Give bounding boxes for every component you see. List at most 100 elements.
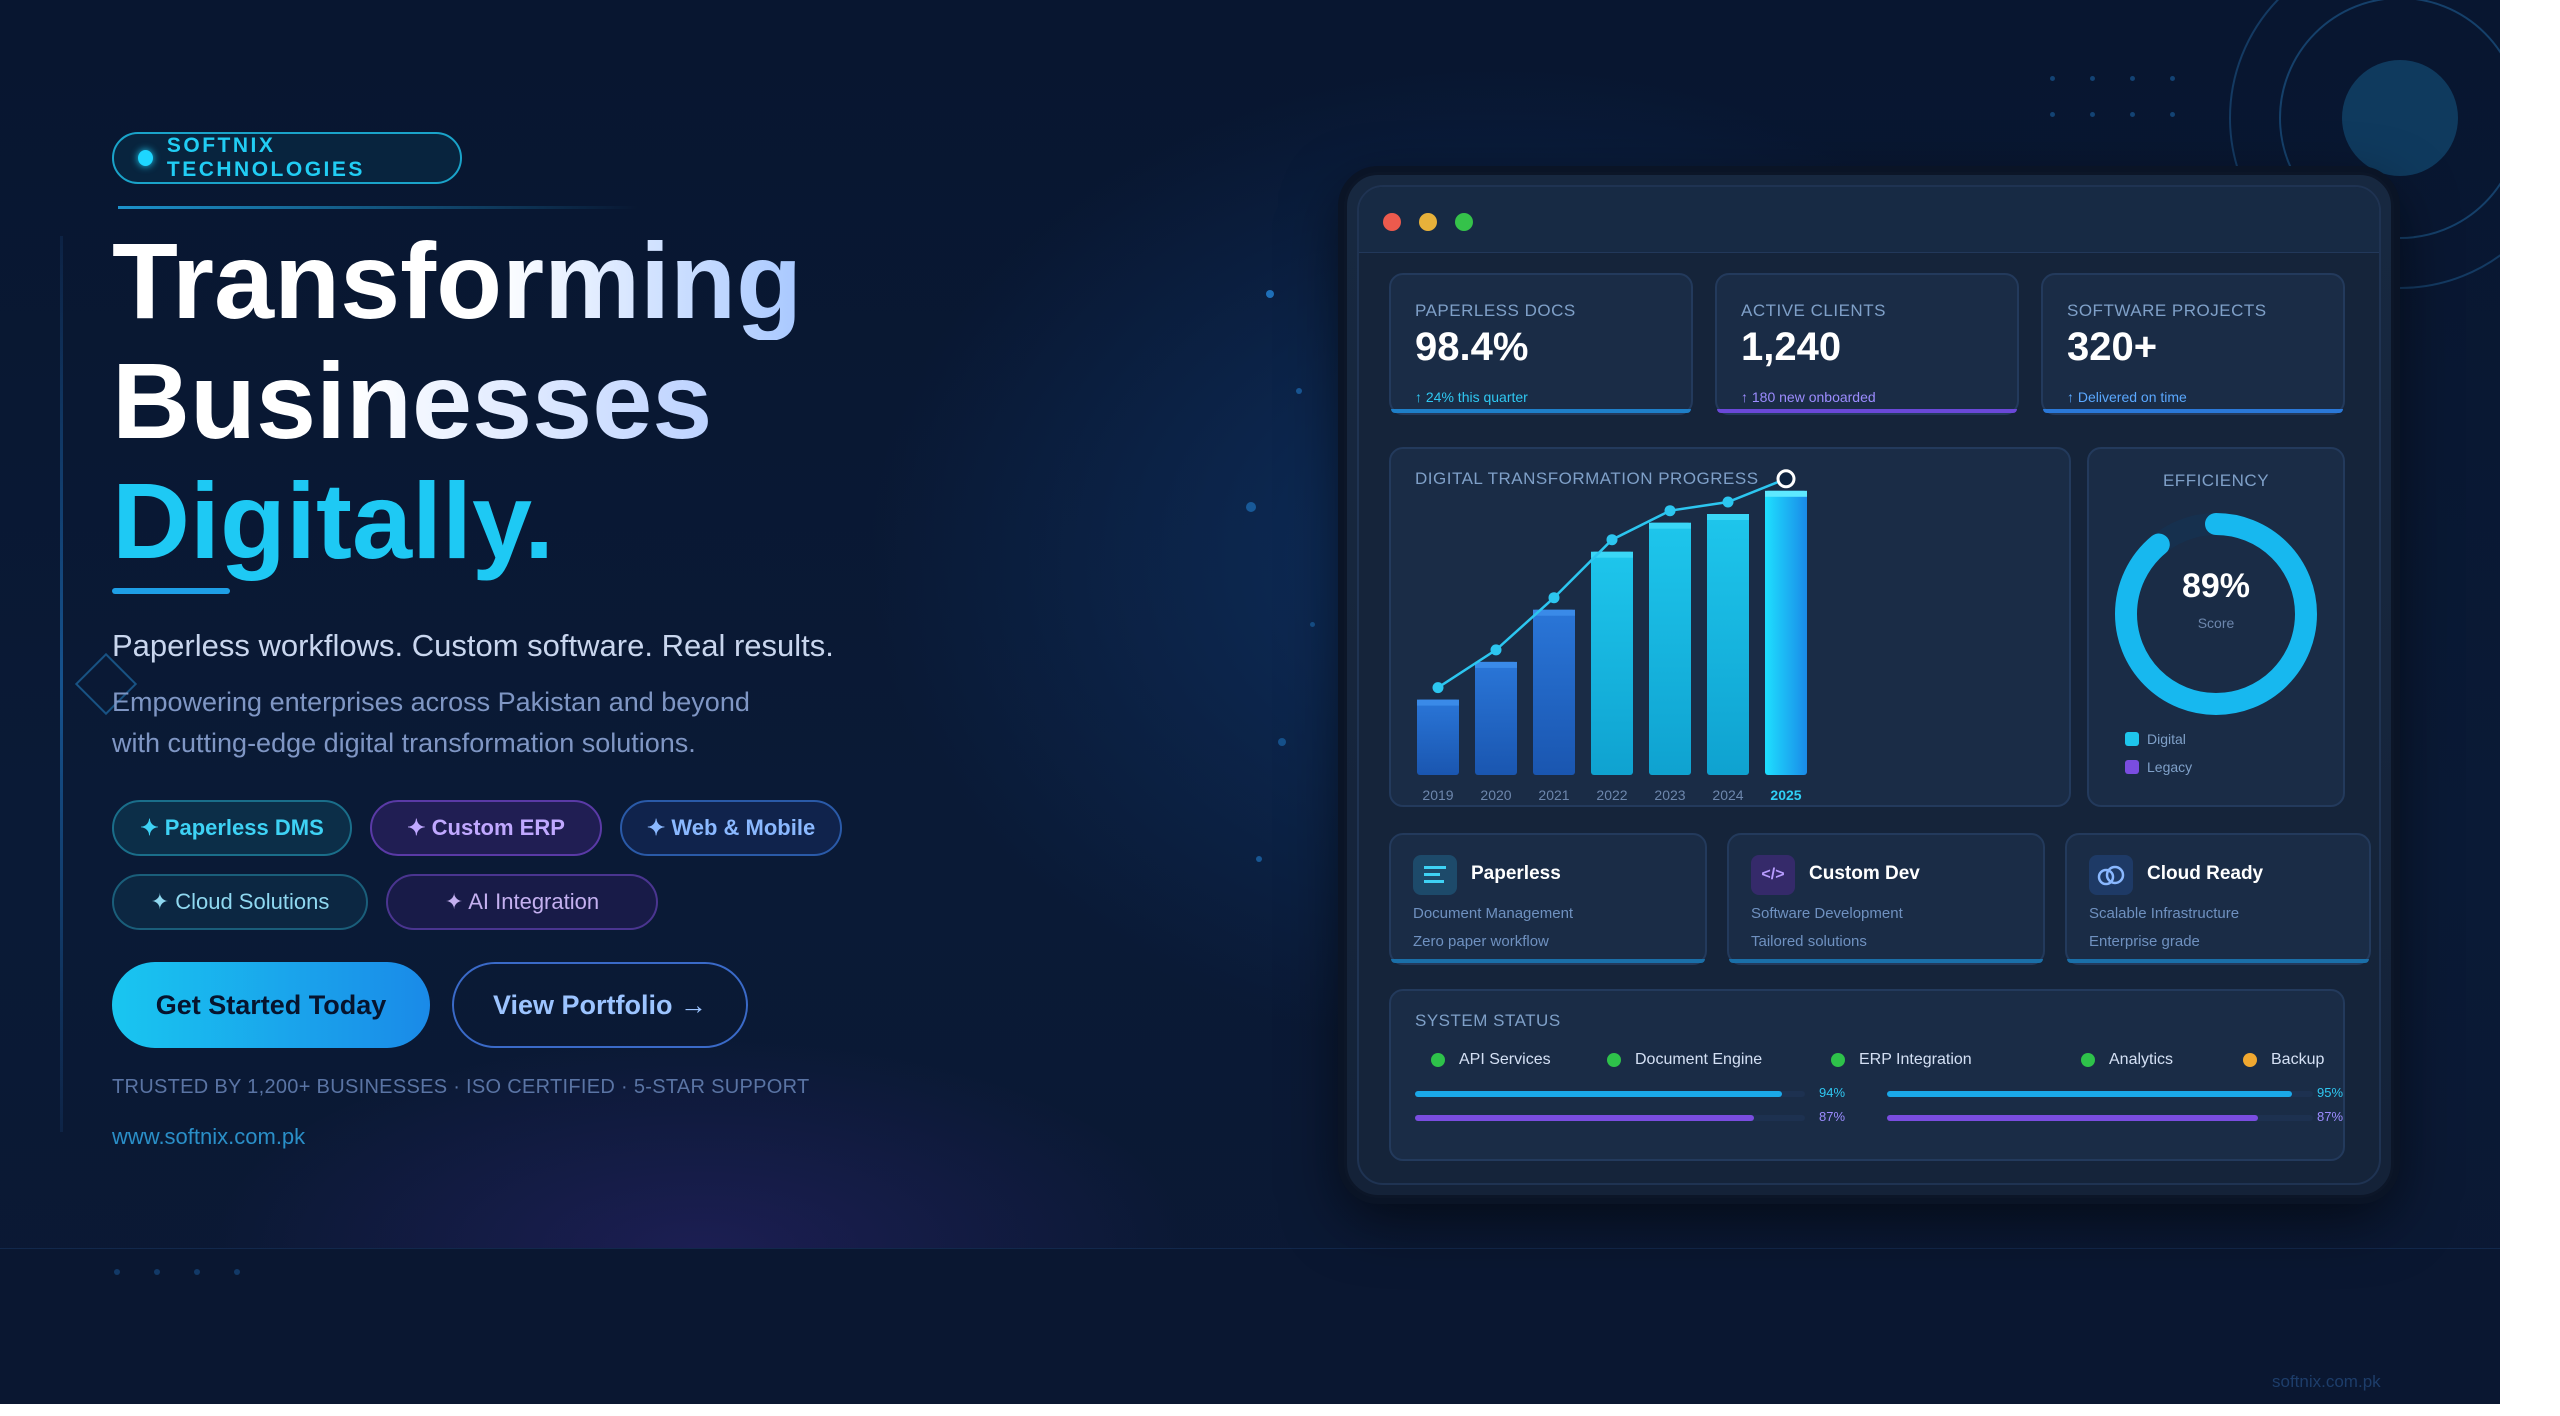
service-analytics: Analytics [2081, 1051, 2173, 1069]
decor-dot [2170, 112, 2175, 117]
chip-ai-integration[interactable]: ✦ AI Integration [386, 874, 658, 930]
chart-x-label-2019: 2019 [1422, 787, 1454, 803]
stat-card-active-clients[interactable]: ACTIVE CLIENTS 1,240 ↑ 180 new onboarded [1715, 273, 2019, 415]
legend-swatch-legacy [2125, 760, 2139, 774]
window-titlebar [1359, 187, 2379, 253]
chart-bar-cap [1591, 551, 1633, 558]
feature-card-paperless[interactable]: Paperless Document Management Zero paper… [1389, 833, 1707, 965]
decor-dot [1310, 622, 1315, 627]
stat-delta: ↑ 24% this quarter [1415, 389, 1528, 405]
chart-bar-2025[interactable] [1765, 490, 1807, 775]
window-close-icon[interactable] [1383, 213, 1401, 231]
efficiency-gauge [2115, 513, 2317, 715]
chart-point-2019[interactable] [1432, 682, 1444, 694]
website-link[interactable]: www.softnix.com.pk [112, 1124, 306, 1149]
feature-line-1: Document Management [1413, 905, 1574, 922]
chip-paperless-dms[interactable]: ✦ Paperless DMS [112, 800, 352, 856]
chart-x-label-2024: 2024 [1712, 787, 1744, 803]
stat-delta: ↑ Delivered on time [2067, 389, 2187, 405]
side-accent-line [60, 236, 63, 1132]
decor-dot [2130, 76, 2135, 81]
headline-accent-bar [112, 588, 230, 594]
feature-title: Cloud Ready [2147, 863, 2264, 884]
stat-value: 1,240 [1741, 325, 1842, 369]
chart-bar-cap [1475, 661, 1517, 668]
status-dot-icon [2243, 1053, 2257, 1067]
decor-dot [2090, 112, 2095, 117]
stat-underline [1717, 409, 2017, 413]
chart-point-2022[interactable] [1606, 534, 1618, 546]
status-bar-label: 94% [1819, 1085, 1846, 1100]
stat-card-software-projects[interactable]: SOFTWARE PROJECTS 320+ ↑ Delivered on ti… [2041, 273, 2345, 415]
feature-title: Paperless [1471, 863, 1561, 884]
status-bar-track [1415, 1091, 1805, 1097]
efficiency-caption: Score [2197, 615, 2235, 631]
chart-x-label-2022: 2022 [1596, 787, 1628, 803]
decor-rings [2229, 0, 2500, 289]
feature-title: Custom Dev [1809, 863, 1920, 884]
chip-custom-erp[interactable]: ✦ Custom ERP [370, 800, 602, 856]
status-bar-label: 87% [1819, 1109, 1846, 1124]
corner-watermark-url: softnix.com.pk [2272, 1372, 2381, 1391]
decor-dot [2130, 112, 2135, 117]
window-maximize-icon[interactable] [1455, 213, 1473, 231]
hero-subtext-line-2: with cutting-edge digital transformation… [112, 728, 696, 758]
chart-bar-2019[interactable] [1417, 699, 1459, 775]
dashboard-screen: PAPERLESS DOCS 98.4% ↑ 24% this quarter … [1357, 185, 2381, 1185]
decor-dot [2050, 112, 2055, 117]
system-status-card: SYSTEM STATUS API Services Document Engi… [1389, 989, 2345, 1161]
decor-dot [234, 1269, 240, 1275]
stat-card-paperless-docs[interactable]: PAPERLESS DOCS 98.4% ↑ 24% this quarter [1389, 273, 1693, 415]
view-portfolio-button[interactable]: View Portfolio → [452, 962, 748, 1048]
status-bar-track [1415, 1115, 1805, 1121]
status-dot-icon [1831, 1053, 1845, 1067]
stat-value: 98.4% [1415, 325, 1529, 369]
brand-dot-icon [138, 150, 153, 166]
efficiency-value: 89% [2181, 567, 2251, 605]
status-dot-icon [1607, 1053, 1621, 1067]
status-bar-label: 87% [2317, 1109, 2344, 1124]
chart-point-2023[interactable] [1664, 505, 1676, 517]
chart-bar-2024[interactable] [1707, 514, 1749, 775]
feature-underline [2067, 959, 2369, 963]
decor-dot [2170, 76, 2175, 81]
chart-bar-2023[interactable] [1649, 522, 1691, 775]
decor-dot [1296, 388, 1302, 394]
hero-subtext: Empowering enterprises across Pakistan a… [112, 682, 750, 764]
chip-cloud-solutions[interactable]: ✦ Cloud Solutions [112, 874, 368, 930]
feature-card-custom-dev[interactable]: </> Custom Dev Software Development Tail… [1727, 833, 2045, 965]
chart-point-2025[interactable] [1776, 469, 1796, 489]
trust-line: TRUSTED BY 1,200+ BUSINESSES · ISO CERTI… [112, 1076, 810, 1098]
legend-label: Digital [2147, 731, 2186, 747]
feature-line-2: Zero paper workflow [1413, 933, 1549, 950]
feature-card-cloud-ready[interactable]: Cloud Ready Scalable Infrastructure Ente… [2065, 833, 2371, 965]
chart-bar-2021[interactable] [1533, 609, 1575, 775]
chart-bar-2020[interactable] [1475, 661, 1517, 775]
service-api: API Services [1431, 1051, 1551, 1069]
service-name: API Services [1459, 1051, 1551, 1068]
chart-bar-2022[interactable] [1591, 551, 1633, 775]
chart-x-label-2020: 2020 [1480, 787, 1512, 803]
feature-line-1: Software Development [1751, 905, 1903, 922]
chart-point-2021[interactable] [1548, 592, 1560, 604]
headline-line-3: Digitally. [112, 460, 555, 581]
chart-bar-cap [1707, 514, 1749, 520]
stat-label: PAPERLESS DOCS [1415, 301, 1576, 320]
hero-canvas: SOFTNIX TECHNOLOGIES Transforming Busine… [0, 0, 2500, 1404]
chart-point-2020[interactable] [1490, 644, 1502, 656]
stat-label: ACTIVE CLIENTS [1741, 301, 1886, 320]
feature-underline [1391, 959, 1705, 963]
get-started-button[interactable]: Get Started Today [112, 962, 430, 1048]
stat-underline [1391, 409, 1691, 413]
window-minimize-icon[interactable] [1419, 213, 1437, 231]
decor-dot [1266, 290, 1274, 298]
chip-web-mobile[interactable]: ✦ Web & Mobile [620, 800, 842, 856]
chart-bar-cap [1417, 699, 1459, 706]
chart-point-2024[interactable] [1722, 496, 1734, 508]
service-name: ERP Integration [1859, 1051, 1972, 1068]
brand-name: SOFTNIX TECHNOLOGIES [166, 134, 365, 181]
status-bar-fill [1887, 1115, 2258, 1121]
document-lines-icon [1413, 855, 1457, 895]
feature-line-2: Tailored solutions [1751, 933, 1867, 950]
feature-line-1: Scalable Infrastructure [2089, 905, 2240, 922]
